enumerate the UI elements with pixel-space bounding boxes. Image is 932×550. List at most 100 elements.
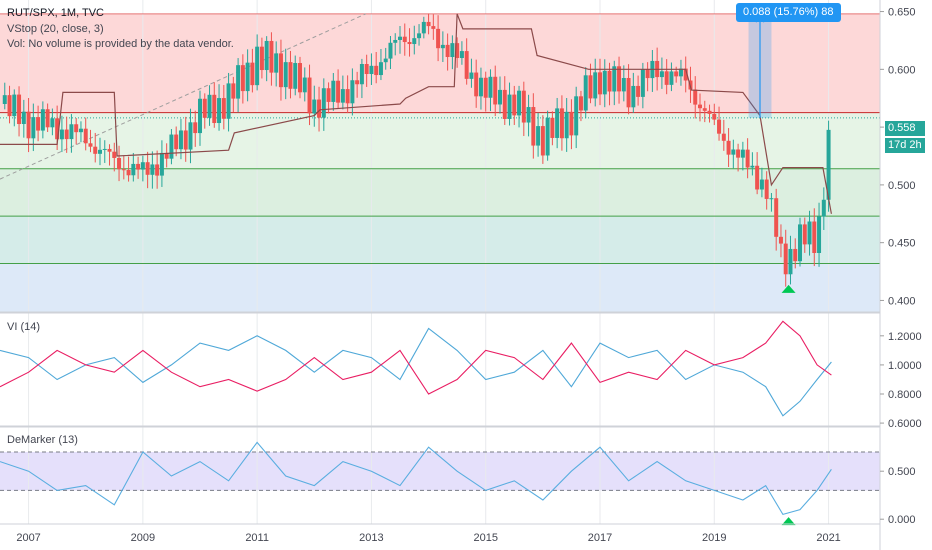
volume-legend[interactable]: Vol: No volume is provided by the data v… — [7, 38, 234, 50]
candle-body-3 — [17, 94, 22, 125]
candle-body-5 — [26, 111, 31, 139]
vi-legend[interactable]: VI (14) — [7, 321, 41, 333]
candle-body-157 — [750, 165, 755, 168]
candle-body-139 — [664, 71, 669, 85]
candle-body-63 — [302, 77, 307, 93]
candle-body-131 — [626, 77, 631, 108]
candle-body-76 — [364, 64, 369, 75]
candle-body-89 — [426, 21, 431, 27]
last-price-tag: 0.558 — [885, 121, 925, 136]
y-tick-0-5: 0.400 — [888, 295, 916, 307]
candle-body-112 — [536, 126, 541, 146]
candle-body-62 — [298, 63, 302, 93]
demarker-legend[interactable]: DeMarker (13) — [7, 434, 78, 446]
zone-3 — [0, 216, 880, 264]
candle-body-152 — [726, 140, 731, 155]
candle-body-92 — [440, 44, 445, 49]
candle-body-142 — [678, 68, 683, 77]
trend-line — [0, 13, 366, 180]
x-tick-2015: 2015 — [473, 532, 497, 544]
candle-body-165 — [788, 248, 793, 275]
candle-body-69 — [331, 80, 336, 102]
candle-body-7 — [36, 117, 41, 131]
candle-body-29 — [140, 162, 145, 170]
candle-body-16 — [78, 128, 83, 133]
candle-body-25 — [121, 169, 126, 171]
candle-body-21 — [102, 148, 107, 150]
candle-body-82 — [393, 39, 398, 43]
candle-body-68 — [326, 88, 331, 102]
candle-body-24 — [117, 157, 122, 170]
candle-body-91 — [436, 28, 441, 49]
candle-body-170 — [812, 221, 817, 253]
candle-body-126 — [602, 70, 607, 95]
demarker-line — [0, 441, 832, 516]
candle-body-72 — [345, 89, 350, 104]
candle-body-148 — [707, 110, 712, 114]
countdown-tag: 17d 2h — [885, 138, 925, 153]
candle-body-81 — [388, 42, 393, 59]
candle-body-70 — [336, 80, 341, 103]
candle-body-122 — [583, 75, 588, 111]
candle-body-117 — [559, 108, 564, 139]
candle-body-87 — [417, 33, 422, 39]
candle-body-133 — [636, 85, 641, 97]
candle-body-14 — [69, 124, 74, 140]
candle-body-17 — [83, 128, 88, 144]
candle-body-30 — [145, 162, 150, 175]
candle-body-64 — [307, 77, 312, 114]
candle-body-96 — [459, 51, 464, 59]
candle-body-156 — [745, 149, 750, 168]
candle-body-0 — [2, 95, 7, 104]
candle-body-88 — [421, 21, 426, 34]
candle-body-158 — [755, 165, 760, 190]
candle-body-114 — [545, 117, 550, 156]
candle-body-73 — [350, 80, 355, 104]
x-tick-2017: 2017 — [588, 532, 612, 544]
x-tick-2007: 2007 — [16, 532, 40, 544]
candle-body-123 — [588, 75, 593, 99]
candle-body-159 — [759, 179, 764, 190]
candle-body-74 — [355, 80, 360, 85]
candle-body-113 — [540, 126, 545, 156]
candle-body-118 — [564, 111, 569, 139]
candle-body-145 — [693, 89, 698, 105]
y-tick-0-0: 0.650 — [888, 7, 916, 19]
candle-body-19 — [93, 146, 98, 154]
candle-body-61 — [293, 63, 298, 89]
candle-body-42 — [202, 98, 207, 118]
candle-body-124 — [593, 72, 598, 99]
candle-body-128 — [612, 66, 617, 92]
y-tick-2-1: 0.000 — [888, 514, 916, 526]
zone-4 — [0, 263, 880, 312]
candle-body-141 — [674, 71, 679, 77]
vstop-line — [0, 13, 832, 214]
candle-body-1 — [7, 95, 12, 117]
candle-body-171 — [817, 216, 822, 253]
candle-body-166 — [793, 248, 798, 262]
candle-body-108 — [517, 90, 522, 116]
candle-body-56 — [269, 40, 274, 73]
candle-body-43 — [207, 94, 212, 118]
candle-body-55 — [264, 40, 269, 71]
zone-2 — [0, 168, 880, 217]
candle-body-65 — [312, 99, 317, 114]
candle-body-37 — [178, 130, 183, 150]
candle-body-12 — [59, 129, 64, 140]
candle-body-103 — [493, 76, 498, 105]
candle-body-147 — [702, 108, 707, 111]
candle-body-173 — [826, 129, 831, 200]
x-tick-2019: 2019 — [702, 532, 726, 544]
candle-body-32 — [155, 164, 160, 176]
symbol-legend[interactable]: RUT/SPX, 1M, TVC — [7, 7, 104, 19]
candle-body-90 — [431, 26, 436, 29]
candle-body-94 — [450, 43, 455, 58]
vstop-legend[interactable]: VStop (20, close, 3) — [7, 23, 104, 35]
candle-body-154 — [736, 149, 741, 158]
candle-body-57 — [274, 53, 279, 73]
candle-body-110 — [526, 107, 531, 123]
candle-body-172 — [821, 199, 826, 217]
candle-body-39 — [188, 122, 193, 150]
candle-body-143 — [683, 68, 688, 81]
